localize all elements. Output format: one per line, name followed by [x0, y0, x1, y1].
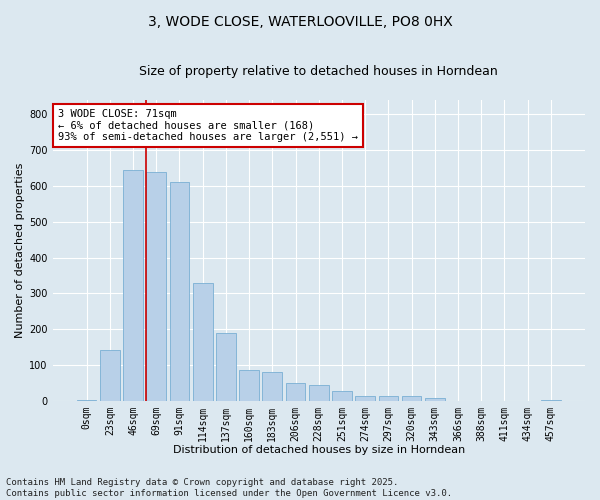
Bar [309, 384, 329, 400]
Bar [216, 332, 236, 400]
Title: Size of property relative to detached houses in Horndean: Size of property relative to detached ho… [139, 65, 498, 78]
Bar [425, 398, 445, 400]
Bar [100, 350, 119, 401]
X-axis label: Distribution of detached houses by size in Horndean: Distribution of detached houses by size … [173, 445, 465, 455]
Text: 3 WODE CLOSE: 71sqm
← 6% of detached houses are smaller (168)
93% of semi-detach: 3 WODE CLOSE: 71sqm ← 6% of detached hou… [58, 109, 358, 142]
Text: 3, WODE CLOSE, WATERLOOVILLE, PO8 0HX: 3, WODE CLOSE, WATERLOOVILLE, PO8 0HX [148, 15, 452, 29]
Bar [239, 370, 259, 400]
Bar [123, 170, 143, 400]
Bar [146, 172, 166, 400]
Y-axis label: Number of detached properties: Number of detached properties [15, 162, 25, 338]
Bar [262, 372, 282, 400]
Bar [402, 396, 421, 400]
Bar [286, 383, 305, 400]
Bar [355, 396, 375, 400]
Text: Contains HM Land Registry data © Crown copyright and database right 2025.
Contai: Contains HM Land Registry data © Crown c… [6, 478, 452, 498]
Bar [170, 182, 190, 400]
Bar [332, 390, 352, 400]
Bar [193, 282, 212, 401]
Bar [379, 396, 398, 400]
